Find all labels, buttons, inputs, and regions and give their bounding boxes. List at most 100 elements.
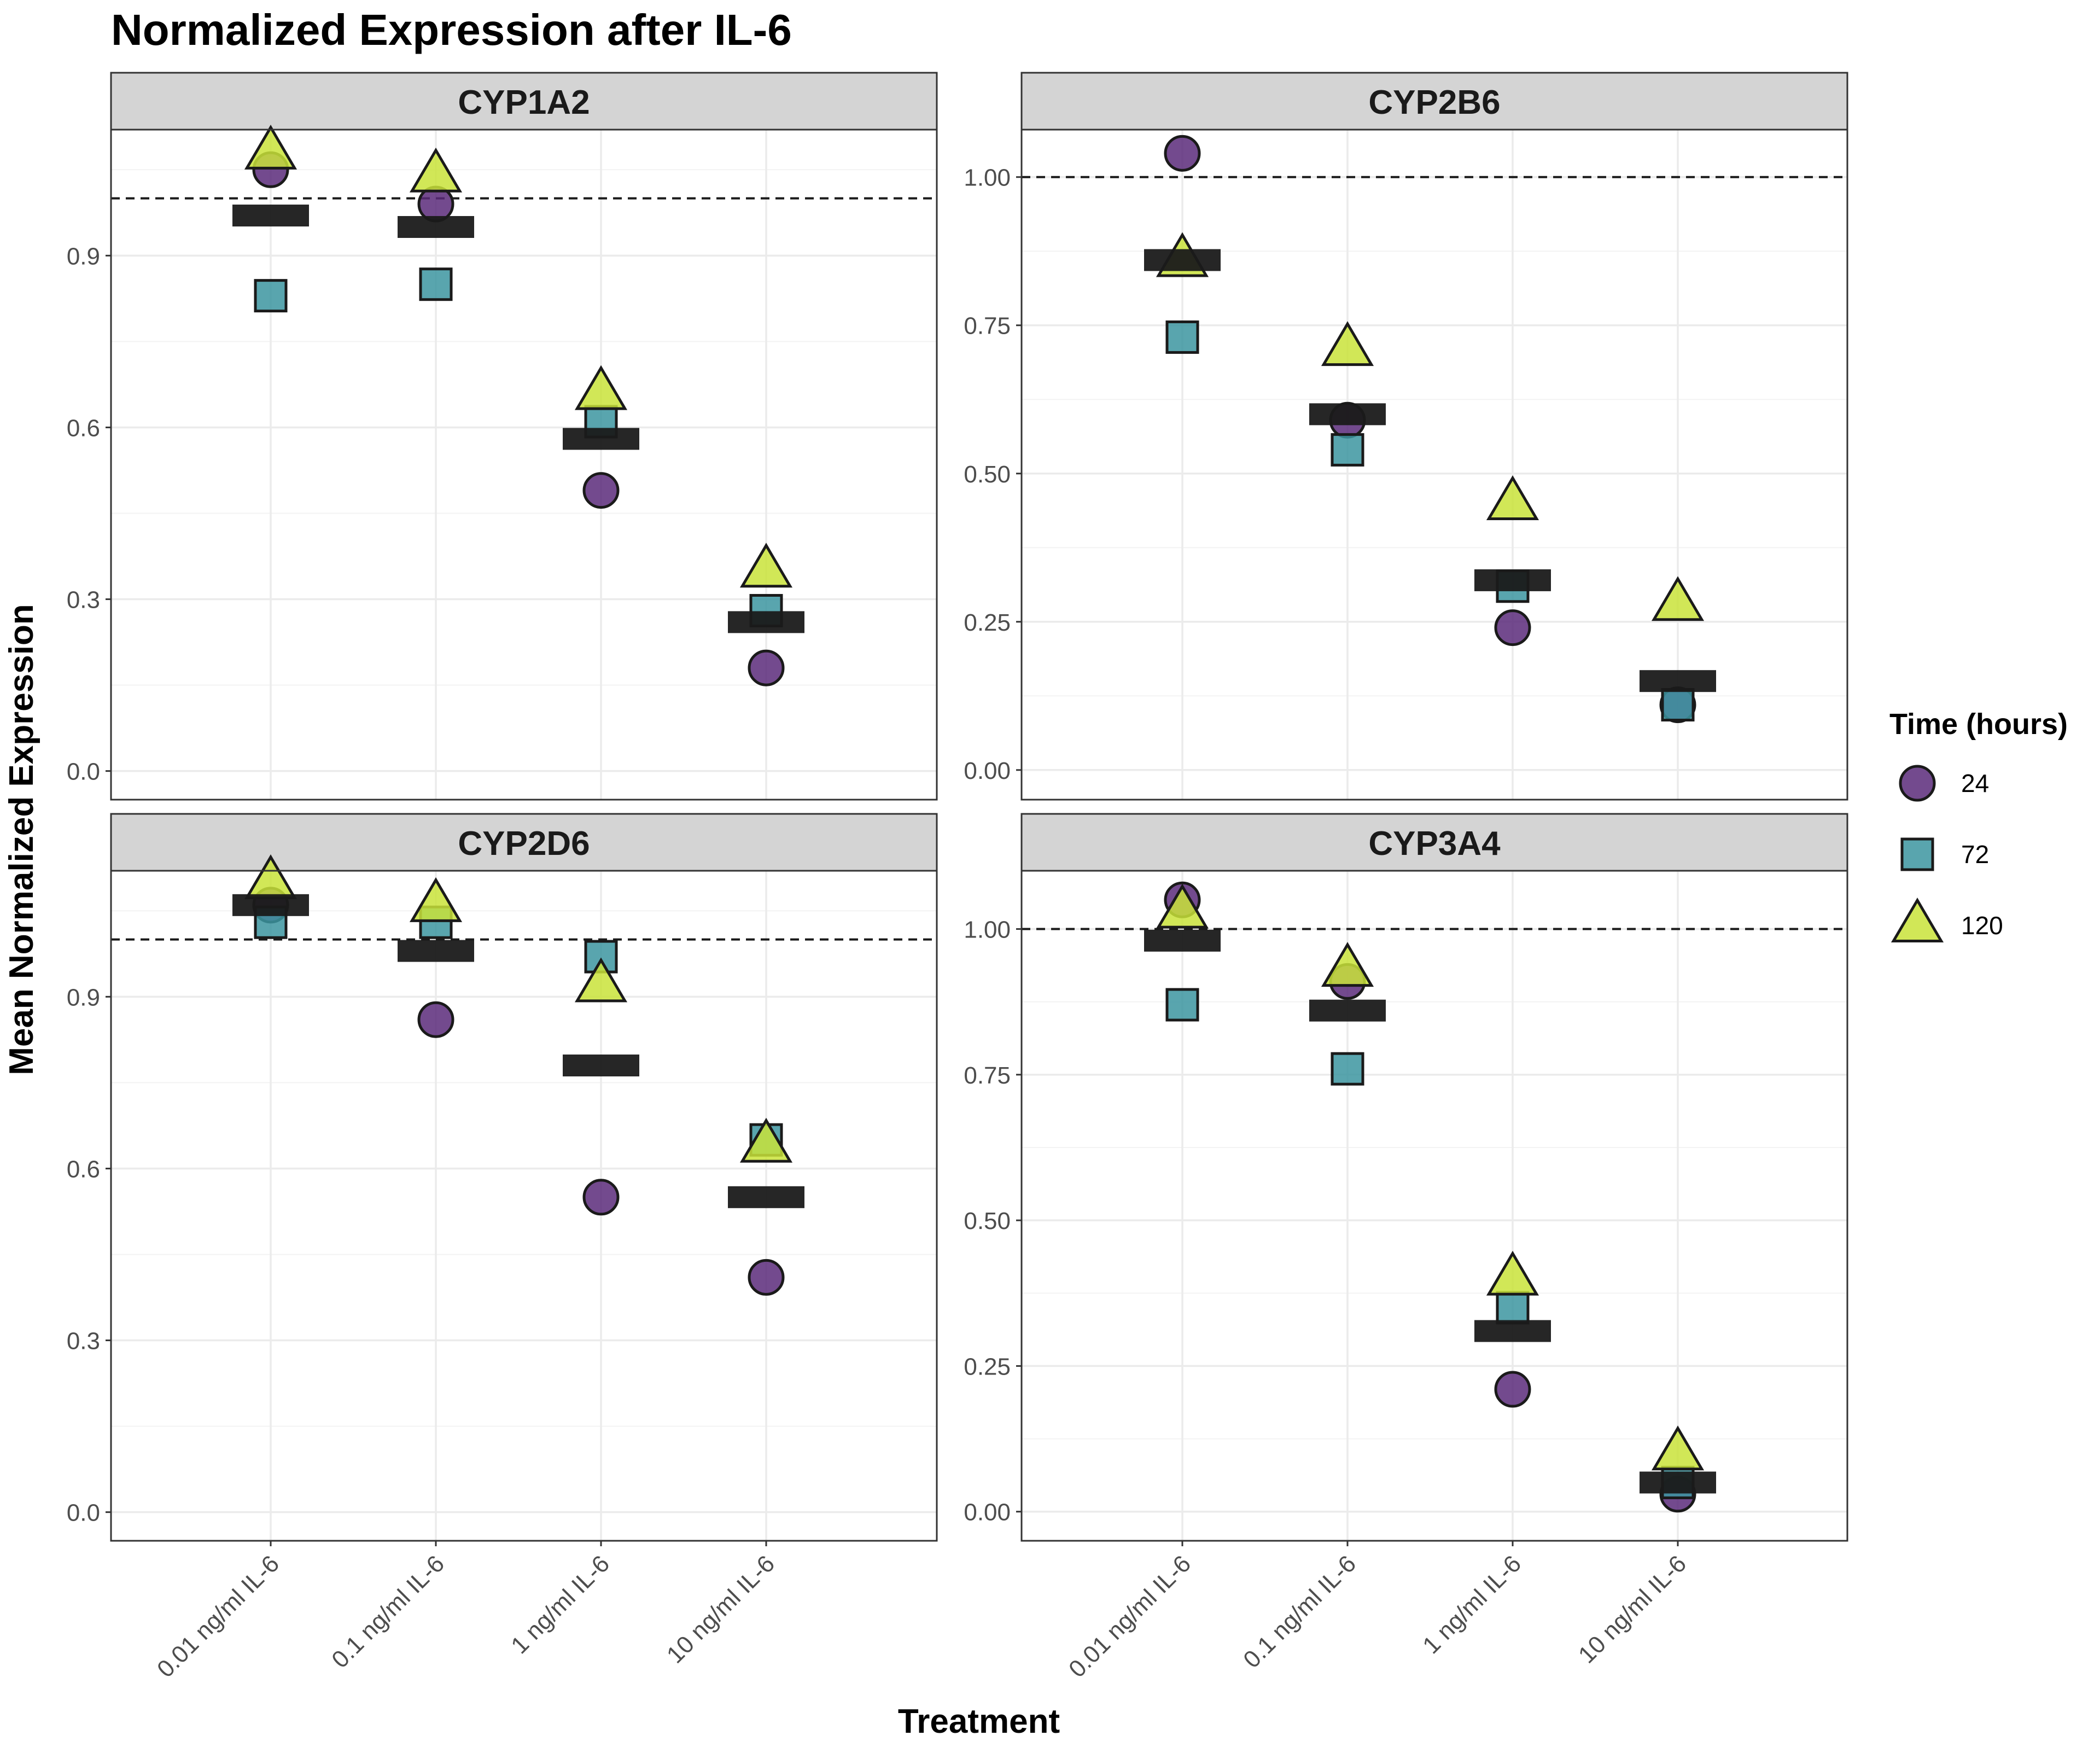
category-group [563,940,639,1216]
category-group [1309,942,1386,1086]
y-tick-label: 0.75 [964,1062,1011,1089]
panel-background [111,130,937,800]
panel-border [1020,870,1848,1542]
category-group [1474,475,1551,647]
point-24h [582,472,620,509]
point-120h [739,1117,793,1163]
y-tick-label: 0.0 [67,759,100,785]
point-120h [574,957,628,1003]
point-72h [419,267,453,301]
x-tick-labels: 0.01 ng/ml IL-6 0.1 ng/ml IL-6 1 ng/ml IL-… [152,1541,1691,1683]
panel-background [1022,130,1847,800]
mean-bar [1144,929,1221,952]
y-tick-label: 0.50 [964,461,1011,488]
mean-bar [1640,1471,1716,1494]
point-24h [1494,609,1531,647]
y-tick-label: 0.00 [964,758,1011,784]
facet-strip [110,72,938,131]
point-120h [1321,321,1374,366]
panel-border [110,870,938,1542]
facet-panel-cyp2b6: CYP2B6 0.00 0.25 0.50 0.75 1.00 [964,72,1848,801]
category-group [1144,881,1221,1022]
panel-background [111,871,937,1541]
x-axis-title: Treatment [898,1703,1060,1740]
y-tick-label: 0.6 [67,1156,100,1183]
point-72h [254,279,288,313]
mean-bar [232,894,309,916]
y-tick-label: 0.3 [67,587,100,614]
mean-bar [563,1054,639,1076]
y-tick-label: 0.9 [67,243,100,270]
x-tick-label: 0.01 ng/ml IL-6 [152,1550,284,1682]
category-group [1309,321,1386,467]
category-group [728,1117,804,1296]
point-120h [1156,883,1209,929]
x-tick-label: 1 ng/ml IL-6 [506,1550,615,1659]
category-group [1474,1250,1551,1408]
facet-title: CYP2B6 [1368,84,1500,121]
y-tick-label: 0.50 [964,1208,1011,1234]
category-group [398,877,474,1038]
mean-bar [398,940,474,962]
point-72h [1331,1052,1364,1086]
legend-key-square [1900,837,1934,871]
facet-title: CYP3A4 [1368,825,1501,863]
facet-strip [1020,72,1848,131]
x-tick-label: 10 ng/ml IL-6 [662,1550,780,1668]
mean-bar [563,428,639,450]
x-tick-label: 10 ng/ml IL-6 [1573,1550,1691,1668]
y-tick-label: 0.3 [67,1328,100,1355]
point-24h [748,1259,785,1296]
category-group [398,147,474,301]
point-72h [1496,1291,1530,1325]
y-tick-label: 0.25 [964,1353,1011,1380]
y-tick-label: 0.9 [67,984,100,1011]
y-tick-label: 0.00 [964,1499,1011,1526]
legend-item-72: 72 [1900,837,1989,871]
mean-bar [1144,249,1221,271]
mean-bar [1309,403,1386,426]
panel-background [1022,871,1847,1541]
point-120h [1321,942,1374,987]
legend-label: 72 [1961,840,1989,869]
point-120h [574,365,628,410]
x-tick-label: 0.1 ng/ml IL-6 [326,1550,450,1673]
point-120h [409,877,463,922]
facet-panel-cyp3a4: CYP3A4 0.00 0.25 0.50 0.75 1.00 [964,813,1848,1542]
point-24h [582,1179,620,1216]
legend-item-24: 24 [1899,765,1989,802]
point-120h [1486,475,1539,520]
y-tick-label: 0.0 [67,1500,100,1527]
mean-bar [1640,670,1716,692]
legend-item-120: 120 [1891,898,2003,943]
legend: Time (hours) 24 72 120 [1889,708,2068,943]
point-72h [1165,988,1199,1022]
point-72h [1331,433,1364,467]
point-120h [739,543,793,588]
y-tick-label: 0.75 [964,313,1011,340]
category-group [1640,576,1716,724]
point-120h [1651,576,1705,621]
legend-label: 120 [1961,911,2003,940]
point-72h [1165,320,1199,354]
category-group [728,543,804,686]
point-24h [748,649,785,686]
point-24h [417,1001,454,1038]
category-group [1144,135,1221,354]
y-tick-label: 1.00 [964,165,1011,191]
point-120h [409,147,463,193]
category-group [563,365,639,509]
panel-border [1020,129,1848,801]
point-72h [1661,688,1695,722]
facet-panels: CYP1A2 0.0 0.3 0.6 0.9 CYP2B6 0.00 0.25 0.50 0.75… [67,72,1848,1542]
legend-label: 24 [1961,769,1989,797]
category-group [1640,1425,1716,1513]
x-tick-label: 0.1 ng/ml IL-6 [1238,1550,1361,1673]
category-group [232,124,309,313]
mean-bar [232,205,309,227]
x-tick-label: 0.01 ng/ml IL-6 [1064,1550,1196,1682]
facet-panel-cyp2d6: CYP2D6 0.0 0.3 0.6 0.9 [67,813,938,1542]
facet-strip [110,813,938,872]
y-tick-label: 1.00 [964,917,1011,944]
